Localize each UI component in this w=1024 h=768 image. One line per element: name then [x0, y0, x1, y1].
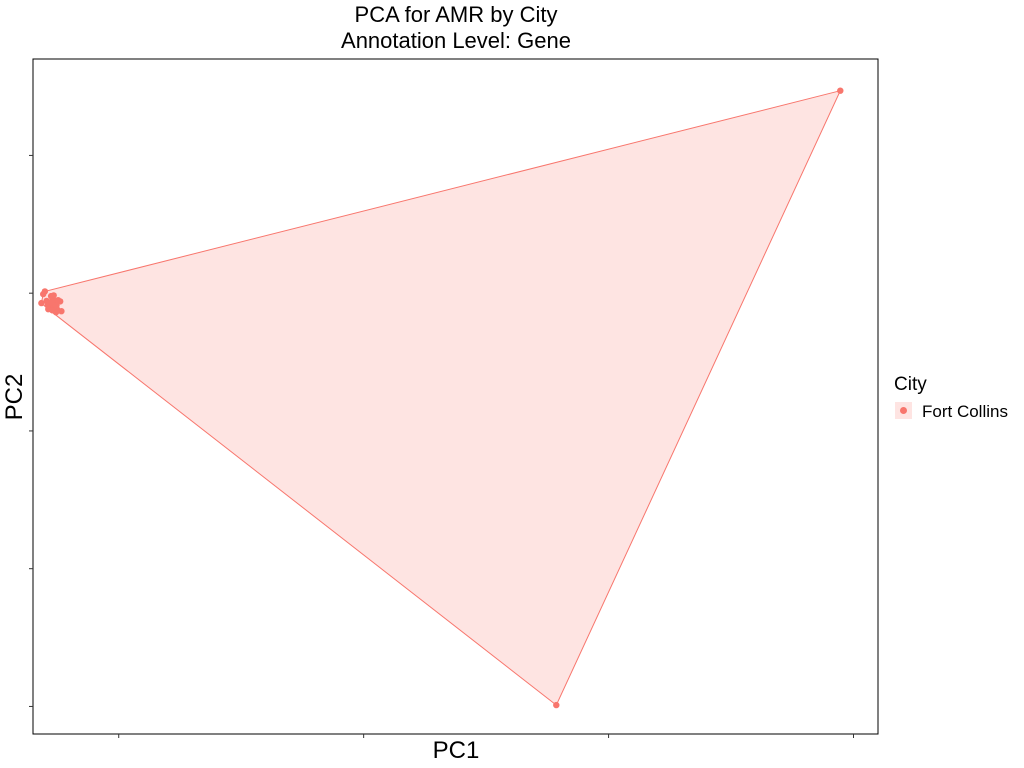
y-axis-title: PC2 [1, 374, 28, 421]
data-point [52, 309, 60, 316]
data-point [54, 297, 62, 304]
chart-subtitle: Annotation Level: Gene [341, 28, 571, 53]
legend-key-point [900, 407, 907, 414]
panel-border [32, 58, 879, 735]
legend-title: City [894, 374, 927, 395]
hull-polygon [40, 89, 842, 706]
axis-ticks [29, 154, 855, 738]
data-point [53, 302, 60, 309]
legend-label-fort-collins: Fort Collins [922, 402, 1008, 421]
data-point [553, 701, 560, 709]
data-point [38, 299, 45, 307]
chart-title: PCA for AMR by City [355, 2, 558, 27]
point-layer [38, 87, 844, 709]
plot-panel [32, 58, 879, 735]
data-point [48, 299, 56, 306]
hull-layer [40, 89, 842, 706]
legend: City Fort Collins [894, 374, 1008, 421]
x-axis-title: PC1 [433, 737, 480, 764]
data-point [40, 290, 47, 298]
data-point [837, 87, 844, 94]
data-point [50, 292, 57, 299]
